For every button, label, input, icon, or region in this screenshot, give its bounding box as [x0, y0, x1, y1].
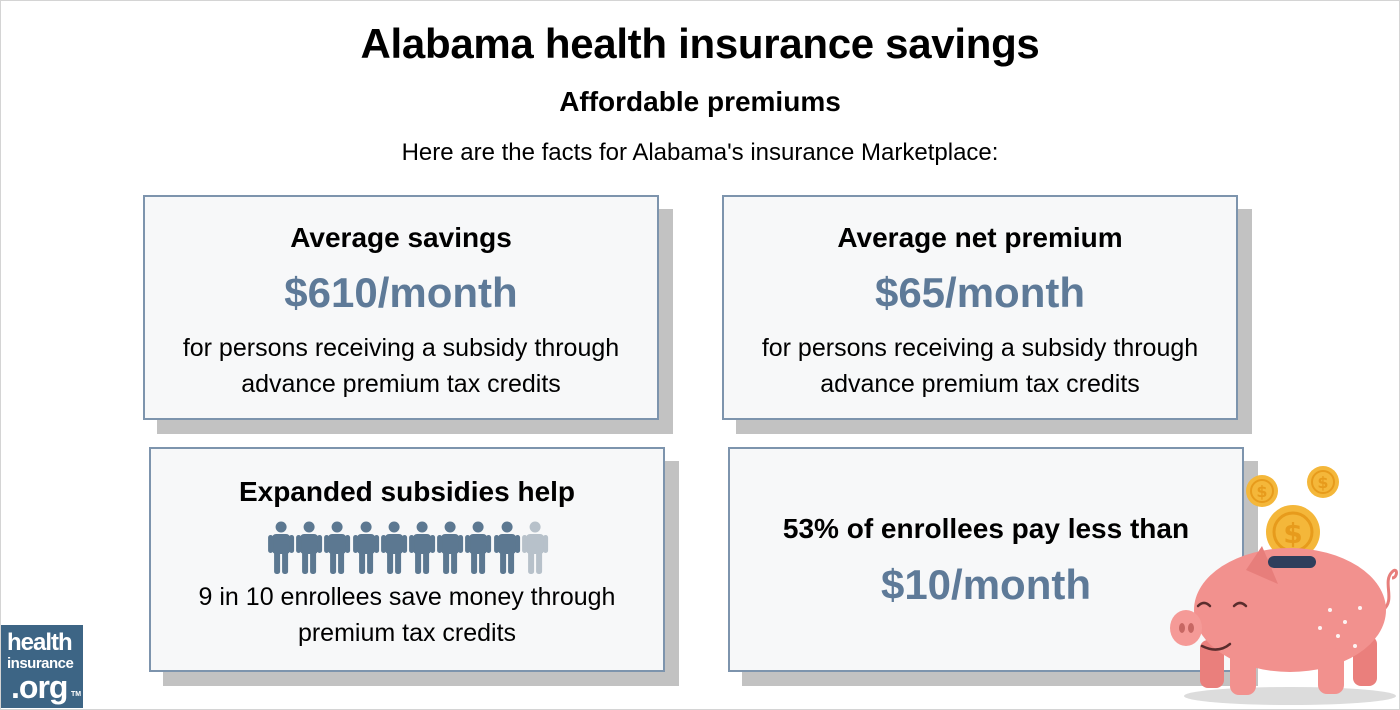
- logo-text-org: .org: [11, 669, 68, 705]
- person-icon: [296, 521, 323, 574]
- expanded-subsidies-label: Expanded subsidies help: [238, 476, 576, 507]
- logo-text-insurance: insurance: [7, 655, 74, 672]
- average-net-premium-label: Average net premium: [837, 222, 1123, 253]
- person-icon: [493, 521, 520, 574]
- average-net-premium-desc-line2: advance premium tax credits: [820, 370, 1140, 398]
- page-subtitle: Affordable premiums: [559, 86, 841, 117]
- svg-text:$: $: [1283, 517, 1302, 550]
- person-icon: [521, 521, 548, 574]
- person-icon: [437, 521, 464, 574]
- person-icon: [380, 521, 407, 574]
- expanded-subsidies-desc-line2: premium tax credits: [297, 619, 517, 647]
- average-net-premium-card: Average net premium $65/month for person…: [722, 195, 1238, 420]
- average-savings-card: Average savings $610/month for persons r…: [143, 195, 659, 420]
- person-icon: [352, 521, 379, 574]
- expanded-subsidies-description: 9 in 10 enrollees save money through pre…: [181, 579, 633, 651]
- average-savings-desc-line2: advance premium tax credits: [241, 370, 561, 398]
- logo-text-health: health: [7, 629, 73, 656]
- average-savings-value: $610/month: [284, 269, 518, 316]
- people-icon-row: [267, 521, 549, 575]
- healthinsurance-org-logo: health insurance .org TM: [1, 625, 83, 708]
- intro-text: Here are the facts for Alabama's insuran…: [401, 139, 999, 166]
- enrollees-pay-less-label: 53% of enrollees pay less than: [782, 513, 1190, 544]
- expanded-subsidies-card: Expanded subsidies help 9 in 10 enrollee…: [149, 447, 665, 672]
- person-icon: [409, 521, 436, 574]
- average-savings-desc-line1: for persons receiving a subsidy through: [182, 334, 620, 362]
- enrollees-pay-less-value: $10/month: [880, 561, 1092, 608]
- piggy-bank-icon: $ $ $: [1170, 466, 1398, 705]
- average-net-premium-value: $65/month: [874, 269, 1086, 316]
- person-icon: [324, 521, 351, 574]
- person-icon: [268, 521, 295, 574]
- average-savings-description: for persons receiving a subsidy through …: [175, 330, 627, 402]
- page-title: Alabama health insurance savings: [360, 20, 1040, 67]
- enrollees-pay-less-card: 53% of enrollees pay less than $10/month: [728, 447, 1244, 672]
- average-net-premium-description: for persons receiving a subsidy through …: [754, 330, 1206, 402]
- svg-text:$: $: [1256, 482, 1267, 501]
- dollar-coin-icon: $: [1266, 505, 1320, 559]
- average-savings-label: Average savings: [290, 222, 512, 253]
- person-icon: [465, 521, 492, 574]
- dollar-coin-icon: $: [1246, 475, 1278, 507]
- expanded-subsidies-desc-line1: 9 in 10 enrollees save money through: [198, 583, 616, 611]
- logo-trademark: TM: [71, 691, 82, 698]
- average-net-premium-desc-line1: for persons receiving a subsidy through: [761, 334, 1199, 362]
- svg-text:$: $: [1317, 473, 1328, 492]
- dollar-coin-icon: $: [1307, 466, 1339, 498]
